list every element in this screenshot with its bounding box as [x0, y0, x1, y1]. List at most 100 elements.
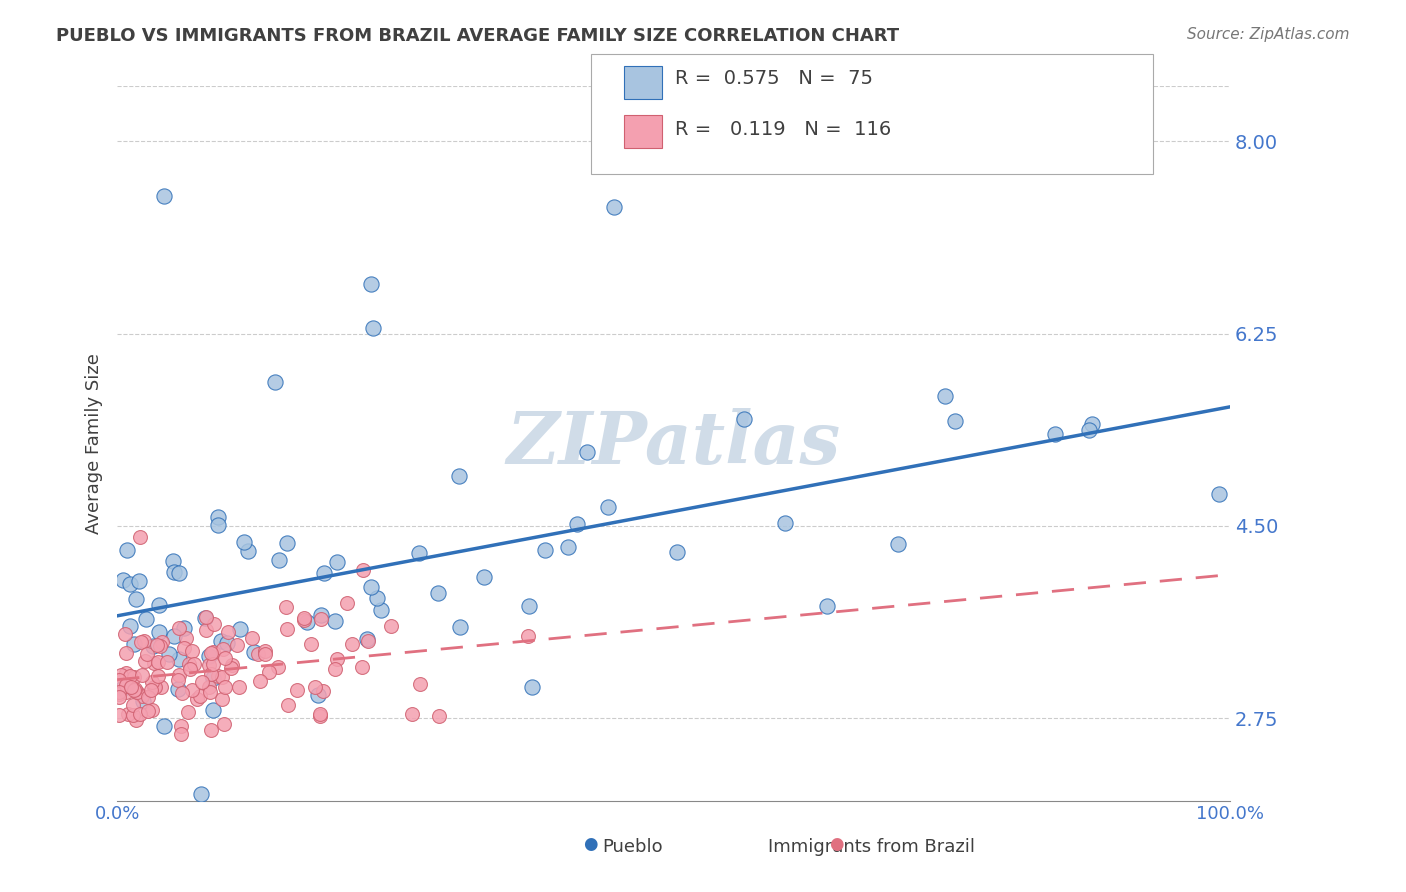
Point: [136, 690, 159, 704]
Point: [323, 614, 346, 628]
Point: [141, 674, 163, 689]
Point: [370, 603, 392, 617]
Text: R =  0.575   N =  75: R = 0.575 N = 75: [675, 69, 873, 88]
Point: [179, 662, 201, 676]
Point: [108, 690, 131, 704]
Point: [308, 708, 330, 723]
Point: [243, 645, 266, 659]
Point: [557, 541, 579, 555]
Text: PUEBLO VS IMMIGRANTS FROM BRAZIL AVERAGE FAMILY SIZE CORRELATION CHART: PUEBLO VS IMMIGRANTS FROM BRAZIL AVERAGE…: [56, 27, 900, 45]
Point: [215, 636, 238, 650]
Point: [135, 647, 157, 661]
Point: [257, 665, 280, 679]
Point: [117, 707, 139, 722]
Point: [129, 635, 152, 649]
Point: [167, 566, 190, 580]
Point: [276, 535, 298, 549]
Point: [122, 637, 145, 651]
Point: [148, 624, 170, 639]
Point: [115, 684, 138, 698]
Point: [340, 637, 363, 651]
Point: [156, 655, 179, 669]
Point: [943, 414, 966, 428]
Point: [380, 619, 402, 633]
Point: [169, 667, 191, 681]
Point: [172, 686, 194, 700]
Point: [472, 570, 495, 584]
Point: [254, 647, 277, 661]
Point: [207, 518, 229, 533]
Point: [733, 412, 755, 426]
Point: [311, 607, 333, 622]
Point: [207, 669, 229, 683]
Point: [357, 634, 380, 648]
Point: [352, 563, 374, 577]
Point: [108, 687, 131, 701]
Point: [166, 673, 188, 687]
Point: [1078, 423, 1101, 437]
Point: [408, 546, 430, 560]
Point: [240, 632, 263, 646]
Point: [449, 620, 471, 634]
Point: [198, 685, 221, 699]
Point: [202, 703, 225, 717]
Point: [221, 661, 243, 675]
Point: [307, 688, 329, 702]
Point: [200, 723, 222, 737]
Point: [115, 678, 138, 692]
Point: [274, 599, 297, 614]
Point: [447, 468, 470, 483]
Point: [115, 646, 138, 660]
Point: [198, 648, 221, 663]
Point: [211, 670, 233, 684]
Point: [162, 553, 184, 567]
Point: [304, 680, 326, 694]
Point: [120, 680, 142, 694]
Point: [131, 668, 153, 682]
Point: [229, 622, 252, 636]
Point: [125, 685, 148, 699]
Point: [141, 703, 163, 717]
Point: [174, 631, 197, 645]
Point: [167, 682, 190, 697]
Point: [191, 675, 214, 690]
Point: [120, 577, 142, 591]
Point: [179, 657, 201, 671]
Point: [108, 685, 131, 699]
Point: [114, 627, 136, 641]
Point: [226, 638, 249, 652]
Point: [177, 705, 200, 719]
Text: ●: ●: [583, 835, 598, 853]
Point: [143, 680, 166, 694]
Point: [427, 709, 450, 723]
Point: [217, 624, 239, 639]
Point: [120, 619, 142, 633]
Point: [135, 611, 157, 625]
Point: [198, 680, 221, 694]
Point: [200, 666, 222, 681]
Point: [170, 719, 193, 733]
Text: ●: ●: [830, 835, 844, 853]
Point: [401, 707, 423, 722]
Text: R =   0.119   N =  116: R = 0.119 N = 116: [675, 120, 891, 139]
Point: [121, 698, 143, 712]
Point: [202, 645, 225, 659]
Point: [124, 681, 146, 696]
Point: [170, 727, 193, 741]
Point: [314, 566, 336, 580]
Point: [110, 668, 132, 682]
Point: [221, 658, 243, 673]
Point: [122, 683, 145, 698]
Point: [173, 621, 195, 635]
Point: [211, 692, 233, 706]
Point: [145, 680, 167, 694]
Point: [134, 654, 156, 668]
Point: [139, 683, 162, 698]
Point: [148, 655, 170, 669]
Point: [122, 708, 145, 723]
Point: [142, 639, 165, 653]
Point: [143, 656, 166, 670]
Point: [186, 692, 208, 706]
Point: [125, 592, 148, 607]
Point: [233, 535, 256, 549]
